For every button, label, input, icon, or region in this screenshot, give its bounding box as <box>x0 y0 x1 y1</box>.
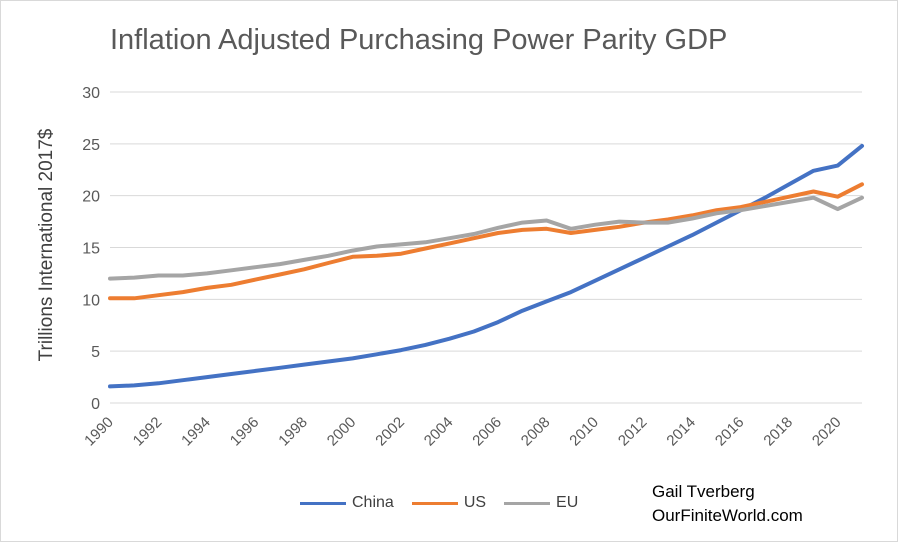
y-tick-label: 20 <box>82 189 100 206</box>
legend-label-china: China <box>352 494 394 511</box>
credit-site: OurFiniteWorld.com <box>652 506 803 525</box>
x-tick-label: 2014 <box>663 414 699 450</box>
legend-swatch-china <box>300 501 346 505</box>
x-tick-label: 2004 <box>421 414 457 450</box>
legend-label-us: US <box>463 494 487 511</box>
legend: China US EU <box>300 494 578 512</box>
series-lines <box>108 143 864 389</box>
series-line-us <box>108 182 864 301</box>
x-tick-label: 1994 <box>178 414 214 450</box>
legend-item-eu: EU <box>504 494 578 512</box>
gridlines <box>110 91 862 404</box>
x-tick-label: 2002 <box>372 414 408 450</box>
x-tick-label: 2016 <box>712 414 748 450</box>
x-tick-label: 1992 <box>130 414 166 450</box>
x-tick-label: 2000 <box>324 414 360 450</box>
x-tick-labels: 1990 1992 1994 1996 1998 2000 2002 2004 2006 2008… <box>81 414 844 450</box>
y-tick-label: 5 <box>91 344 100 361</box>
x-tick-label: 1996 <box>227 414 263 450</box>
x-tick-label: 1998 <box>275 414 311 450</box>
y-tick-labels: 0 5 10 15 20 25 30 <box>82 85 100 413</box>
y-tick-label: 25 <box>82 137 100 154</box>
x-tick-label: 2018 <box>760 414 796 450</box>
y-tick-label: 30 <box>82 85 100 102</box>
x-tick-label: 2006 <box>469 414 505 450</box>
x-tick-label: 1990 <box>81 414 117 450</box>
x-tick-label: 2020 <box>809 414 845 450</box>
y-tick-label: 0 <box>91 396 100 413</box>
legend-item-china: China <box>300 494 394 512</box>
credit-author: Gail Tverberg <box>652 482 755 501</box>
y-tick-label: 15 <box>82 241 100 258</box>
legend-item-us: US <box>411 494 487 512</box>
legend-label-eu: EU <box>556 494 579 511</box>
legend-swatch-us <box>411 501 458 505</box>
series-line-china <box>108 143 864 389</box>
legend-swatch-eu <box>504 501 551 505</box>
x-tick-label: 2012 <box>615 414 651 450</box>
series-line-eu <box>108 195 864 281</box>
credit-text: Gail Tverberg OurFiniteWorld.com <box>652 480 803 528</box>
x-tick-label: 2008 <box>518 414 554 450</box>
y-tick-label: 10 <box>82 292 100 309</box>
x-tick-label: 2010 <box>566 414 602 450</box>
chart-title: Inflation Adjusted Purchasing Power Pari… <box>110 24 728 56</box>
